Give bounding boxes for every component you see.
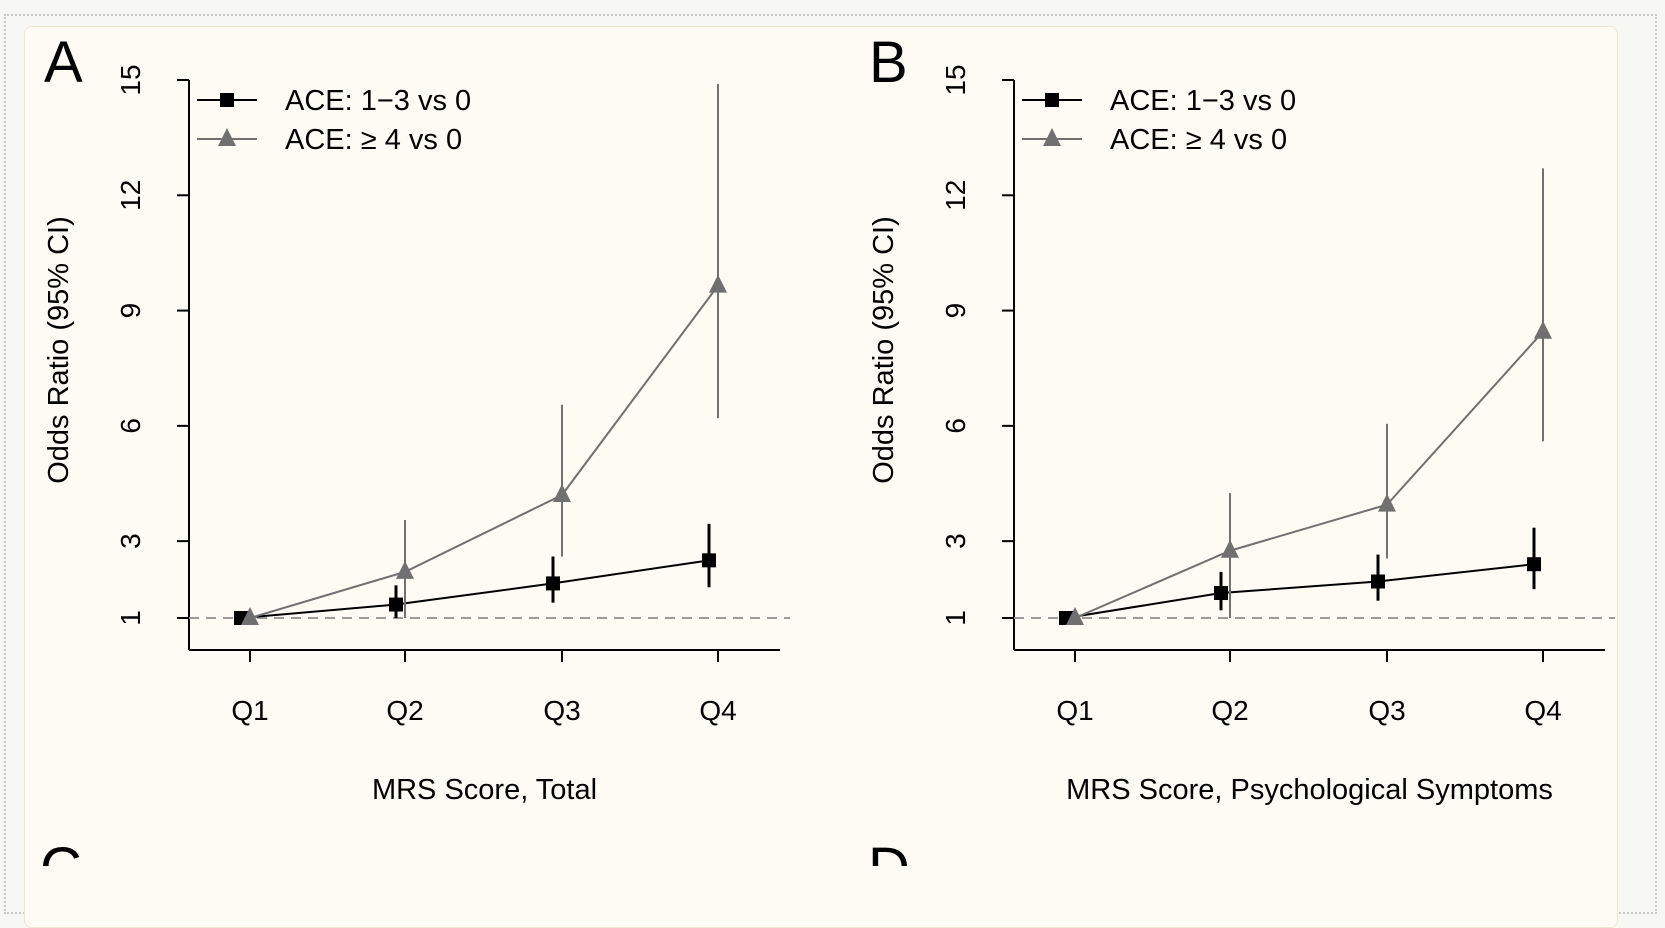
panel-letter-c: C bbox=[40, 836, 82, 866]
data-point-triangle bbox=[1066, 607, 1084, 625]
y-tick-label: 15 bbox=[940, 64, 971, 95]
y-tick-label: 9 bbox=[115, 303, 146, 319]
data-point-square bbox=[1527, 557, 1541, 572]
y-tick-label: 1 bbox=[115, 610, 146, 626]
data-point-triangle bbox=[241, 607, 259, 625]
data-point-triangle bbox=[1221, 539, 1239, 558]
y-axis-title: Odds Ratio (95% CI) bbox=[43, 216, 75, 484]
x-tick-label: Q3 bbox=[543, 695, 580, 726]
legend-marker-triangle bbox=[1043, 128, 1061, 146]
legend-marker-triangle bbox=[218, 128, 236, 146]
data-point-triangle bbox=[1378, 493, 1396, 512]
x-axis-title: MRS Score, Total bbox=[372, 774, 597, 806]
series-line bbox=[1065, 563, 1535, 619]
legend-label: ACE: ≥ 4 vs 0 bbox=[1110, 124, 1287, 156]
figure-svg: A 1 3 6 9 12 15 Odds Ratio (95% CI) Q1 Q2 Q3 Q4 MRS … bbox=[40, 30, 1615, 866]
y-tick-label: 3 bbox=[940, 533, 971, 549]
data-point-triangle bbox=[553, 484, 571, 503]
x-axis-title: MRS Score, Psychological Symptoms bbox=[1066, 774, 1553, 806]
x-tick-label: Q1 bbox=[1056, 695, 1093, 726]
data-point-triangle bbox=[396, 560, 414, 579]
data-point-square bbox=[389, 597, 403, 612]
data-point-triangle bbox=[1534, 320, 1552, 339]
data-point-square bbox=[1214, 586, 1228, 601]
y-axis-title: Odds Ratio (95% CI) bbox=[868, 216, 900, 484]
series-line bbox=[1074, 331, 1544, 619]
panel-letter: A bbox=[44, 30, 83, 95]
y-tick-label: 12 bbox=[940, 180, 971, 211]
y-tick-label: 12 bbox=[115, 180, 146, 211]
data-point-square bbox=[546, 576, 560, 591]
x-tick-label: Q4 bbox=[1524, 695, 1561, 726]
data-point-square bbox=[702, 553, 716, 568]
series-line bbox=[249, 284, 719, 619]
x-tick-label: Q4 bbox=[699, 695, 736, 726]
legend-label: ACE: 1−3 vs 0 bbox=[285, 85, 471, 117]
legend-label: ACE: 1−3 vs 0 bbox=[1110, 85, 1296, 117]
series-line bbox=[240, 559, 710, 619]
y-tick-label: 3 bbox=[115, 533, 146, 549]
panel-b: B 1 3 6 9 12 15 Odds Ratio (95% CI) Q1 Q2 Q3 Q4 MRS … bbox=[868, 30, 1615, 806]
panel-letter: B bbox=[869, 30, 908, 95]
data-point-triangle bbox=[709, 274, 727, 293]
y-tick-label: 6 bbox=[115, 418, 146, 434]
legend-marker-square bbox=[1045, 93, 1059, 107]
x-tick-label: Q2 bbox=[1211, 695, 1248, 726]
y-tick-label: 15 bbox=[115, 64, 146, 95]
y-tick-label: 1 bbox=[940, 610, 971, 626]
panel-a: A 1 3 6 9 12 15 Odds Ratio (95% CI) Q1 Q2 Q3 Q4 MRS … bbox=[43, 30, 790, 806]
y-tick-label: 9 bbox=[940, 303, 971, 319]
panel-letter-d: D bbox=[868, 836, 910, 866]
x-tick-label: Q2 bbox=[386, 695, 423, 726]
legend-label: ACE: ≥ 4 vs 0 bbox=[285, 124, 462, 156]
legend-marker-square bbox=[220, 93, 234, 107]
x-tick-label: Q3 bbox=[1368, 695, 1405, 726]
y-tick-label: 6 bbox=[940, 418, 971, 434]
data-point-square bbox=[1371, 574, 1385, 589]
x-tick-label: Q1 bbox=[231, 695, 268, 726]
